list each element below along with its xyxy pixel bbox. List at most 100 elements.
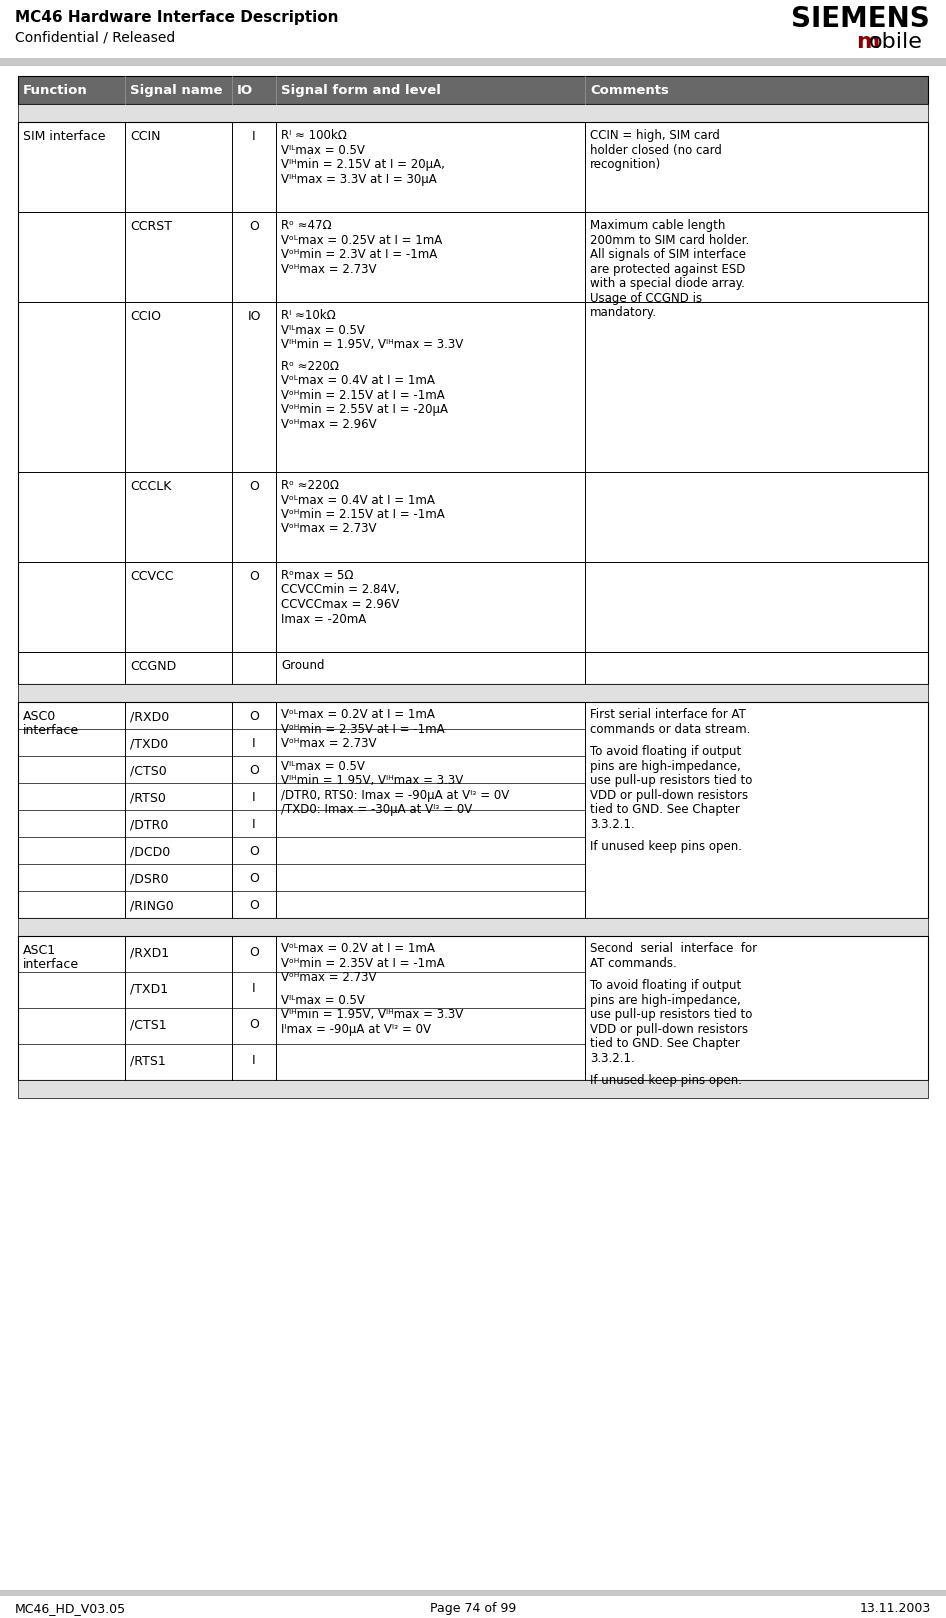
Text: To avoid floating if output: To avoid floating if output (590, 979, 742, 992)
Text: First serial interface for AT: First serial interface for AT (590, 709, 745, 722)
Text: Rᵒmax = 5Ω: Rᵒmax = 5Ω (281, 570, 354, 582)
Text: use pull-up resistors tied to: use pull-up resistors tied to (590, 1008, 752, 1021)
Text: CCVCCmin = 2.84V,: CCVCCmin = 2.84V, (281, 584, 399, 597)
Text: VDD or pull-down resistors: VDD or pull-down resistors (590, 1023, 748, 1036)
Text: CCVCC: CCVCC (130, 570, 173, 582)
Text: VDD or pull-down resistors: VDD or pull-down resistors (590, 788, 748, 801)
Text: If unused keep pins open.: If unused keep pins open. (590, 840, 742, 853)
Text: I: I (253, 1053, 255, 1066)
Text: CCVCCmax = 2.96V: CCVCCmax = 2.96V (281, 599, 399, 612)
Text: Vᴵᴴmin = 1.95V, Vᴵᴴmax = 3.3V: Vᴵᴴmin = 1.95V, Vᴵᴴmax = 3.3V (281, 773, 464, 786)
Text: /DCD0: /DCD0 (130, 845, 170, 858)
Text: Ground: Ground (281, 659, 324, 671)
Text: MC46 Hardware Interface Description: MC46 Hardware Interface Description (15, 10, 339, 24)
Bar (18, 917, 928, 935)
Text: ASC0: ASC0 (23, 710, 56, 723)
Text: I: I (253, 982, 255, 995)
Text: Vᴵᴴmin = 1.95V, Vᴵᴴmax = 3.3V: Vᴵᴴmin = 1.95V, Vᴵᴴmax = 3.3V (281, 1008, 464, 1021)
Text: 3.3.2.1.: 3.3.2.1. (590, 1052, 635, 1065)
Text: Confidential / Released: Confidential / Released (15, 31, 175, 44)
Text: /RTS0: /RTS0 (130, 791, 166, 804)
Text: O: O (249, 481, 259, 493)
Text: Rᵒ ≈220Ω: Rᵒ ≈220Ω (281, 479, 339, 492)
Bar (18, 935, 928, 1079)
Text: /DSR0: /DSR0 (130, 872, 168, 885)
Bar (18, 1079, 928, 1099)
Text: Vᵒᴴmin = 2.3V at I = -1mA: Vᵒᴴmin = 2.3V at I = -1mA (281, 248, 437, 260)
Text: Vᵒᴴmax = 2.73V: Vᵒᴴmax = 2.73V (281, 523, 377, 536)
Bar (18, 702, 928, 917)
Text: Vᵒᴸmax = 0.25V at I = 1mA: Vᵒᴸmax = 0.25V at I = 1mA (281, 233, 442, 246)
Text: Iᴵmax = -90µA at Vᴵᵌ = 0V: Iᴵmax = -90µA at Vᴵᵌ = 0V (281, 1023, 431, 1036)
Text: CCIN: CCIN (130, 129, 161, 142)
Text: with a special diode array.: with a special diode array. (590, 277, 745, 290)
Text: IO: IO (237, 84, 254, 97)
Text: O: O (249, 845, 259, 858)
Text: Rᴵ ≈ 100kΩ: Rᴵ ≈ 100kΩ (281, 129, 347, 142)
Text: /TXD0: Imax = -30µA at Vᴵᵌ = 0V: /TXD0: Imax = -30µA at Vᴵᵌ = 0V (281, 803, 472, 815)
Text: /RXD0: /RXD0 (130, 710, 169, 723)
Text: /CTS0: /CTS0 (130, 764, 166, 777)
Text: CCIO: CCIO (130, 311, 161, 324)
Text: O: O (249, 710, 259, 723)
Text: Vᴵᴸmax = 0.5V: Vᴵᴸmax = 0.5V (281, 324, 365, 337)
Text: Vᴵᴸmax = 0.5V: Vᴵᴸmax = 0.5V (281, 759, 365, 772)
Text: Vᵒᴴmin = 2.15V at I = -1mA: Vᵒᴴmin = 2.15V at I = -1mA (281, 388, 445, 401)
Text: Vᵒᴴmax = 2.73V: Vᵒᴴmax = 2.73V (281, 262, 377, 275)
Text: Vᵒᴸmax = 0.2V at I = 1mA: Vᵒᴸmax = 0.2V at I = 1mA (281, 709, 435, 722)
Bar (18, 76, 928, 104)
Text: tied to GND. See Chapter: tied to GND. See Chapter (590, 803, 740, 815)
Text: CCIN = high, SIM card: CCIN = high, SIM card (590, 129, 720, 142)
Text: holder closed (no card: holder closed (no card (590, 144, 722, 157)
Text: SIM interface: SIM interface (23, 129, 106, 142)
Text: I: I (253, 738, 255, 751)
Text: interface: interface (23, 723, 79, 738)
Text: O: O (249, 570, 259, 582)
Text: Vᴵᴸmax = 0.5V: Vᴵᴸmax = 0.5V (281, 993, 365, 1006)
Text: /RING0: /RING0 (130, 900, 174, 913)
Text: O: O (249, 1018, 259, 1031)
Text: /RTS1: /RTS1 (130, 1053, 166, 1066)
Text: Vᵒᴴmin = 2.15V at I = -1mA: Vᵒᴴmin = 2.15V at I = -1mA (281, 508, 445, 521)
Text: O: O (249, 947, 259, 959)
Text: 200mm to SIM card holder.: 200mm to SIM card holder. (590, 233, 749, 246)
Text: Vᴵᴴmin = 1.95V, Vᴵᴴmax = 3.3V: Vᴵᴴmin = 1.95V, Vᴵᴴmax = 3.3V (281, 338, 464, 351)
Text: Vᴵᴴmin = 2.15V at I = 20µA,: Vᴵᴴmin = 2.15V at I = 20µA, (281, 159, 445, 172)
Text: mandatory.: mandatory. (590, 306, 657, 319)
Text: Vᵒᴴmin = 2.35V at I = -1mA: Vᵒᴴmin = 2.35V at I = -1mA (281, 956, 445, 969)
Text: IO: IO (247, 311, 261, 324)
Text: pins are high-impedance,: pins are high-impedance, (590, 759, 741, 772)
Text: If unused keep pins open.: If unused keep pins open. (590, 1074, 742, 1087)
Text: O: O (249, 764, 259, 777)
Text: Signal name: Signal name (130, 84, 222, 97)
Text: Rᵒ ≈47Ω: Rᵒ ≈47Ω (281, 218, 332, 231)
Text: MC46_HD_V03.05: MC46_HD_V03.05 (15, 1602, 126, 1615)
Text: pins are high-impedance,: pins are high-impedance, (590, 993, 741, 1006)
Text: Vᴵᴴmax = 3.3V at I = 30µA: Vᴵᴴmax = 3.3V at I = 30µA (281, 173, 437, 186)
Text: Vᵒᴴmax = 2.73V: Vᵒᴴmax = 2.73V (281, 971, 377, 984)
Text: Rᴵ ≈10kΩ: Rᴵ ≈10kΩ (281, 309, 336, 322)
Text: Vᵒᴴmax = 2.73V: Vᵒᴴmax = 2.73V (281, 738, 377, 751)
Text: Signal form and level: Signal form and level (281, 84, 441, 97)
Text: Vᵒᴸmax = 0.4V at I = 1mA: Vᵒᴸmax = 0.4V at I = 1mA (281, 493, 435, 506)
Text: use pull-up resistors tied to: use pull-up resistors tied to (590, 773, 752, 786)
Text: commands or data stream.: commands or data stream. (590, 723, 750, 736)
Bar (18, 121, 928, 684)
Bar (0, 1590, 946, 1595)
Text: /DTR0: /DTR0 (130, 819, 168, 832)
Text: All signals of SIM interface: All signals of SIM interface (590, 248, 746, 260)
Text: /TXD1: /TXD1 (130, 982, 168, 995)
Text: SIEMENS: SIEMENS (791, 5, 930, 32)
Text: Page 74 of 99: Page 74 of 99 (429, 1602, 517, 1615)
Text: /CTS1: /CTS1 (130, 1018, 166, 1031)
Text: Vᵒᴸmax = 0.4V at I = 1mA: Vᵒᴸmax = 0.4V at I = 1mA (281, 374, 435, 387)
Text: tied to GND. See Chapter: tied to GND. See Chapter (590, 1037, 740, 1050)
Text: /DTR0, RTS0: Imax = -90µA at Vᴵᵌ = 0V: /DTR0, RTS0: Imax = -90µA at Vᴵᵌ = 0V (281, 788, 509, 801)
Text: To avoid floating if output: To avoid floating if output (590, 744, 742, 757)
Text: Vᵒᴴmin = 2.35V at I = -1mA: Vᵒᴴmin = 2.35V at I = -1mA (281, 723, 445, 736)
Text: 13.11.2003: 13.11.2003 (860, 1602, 931, 1615)
Bar (18, 684, 928, 702)
Text: O: O (249, 872, 259, 885)
Text: Comments: Comments (590, 84, 669, 97)
Text: I: I (253, 791, 255, 804)
